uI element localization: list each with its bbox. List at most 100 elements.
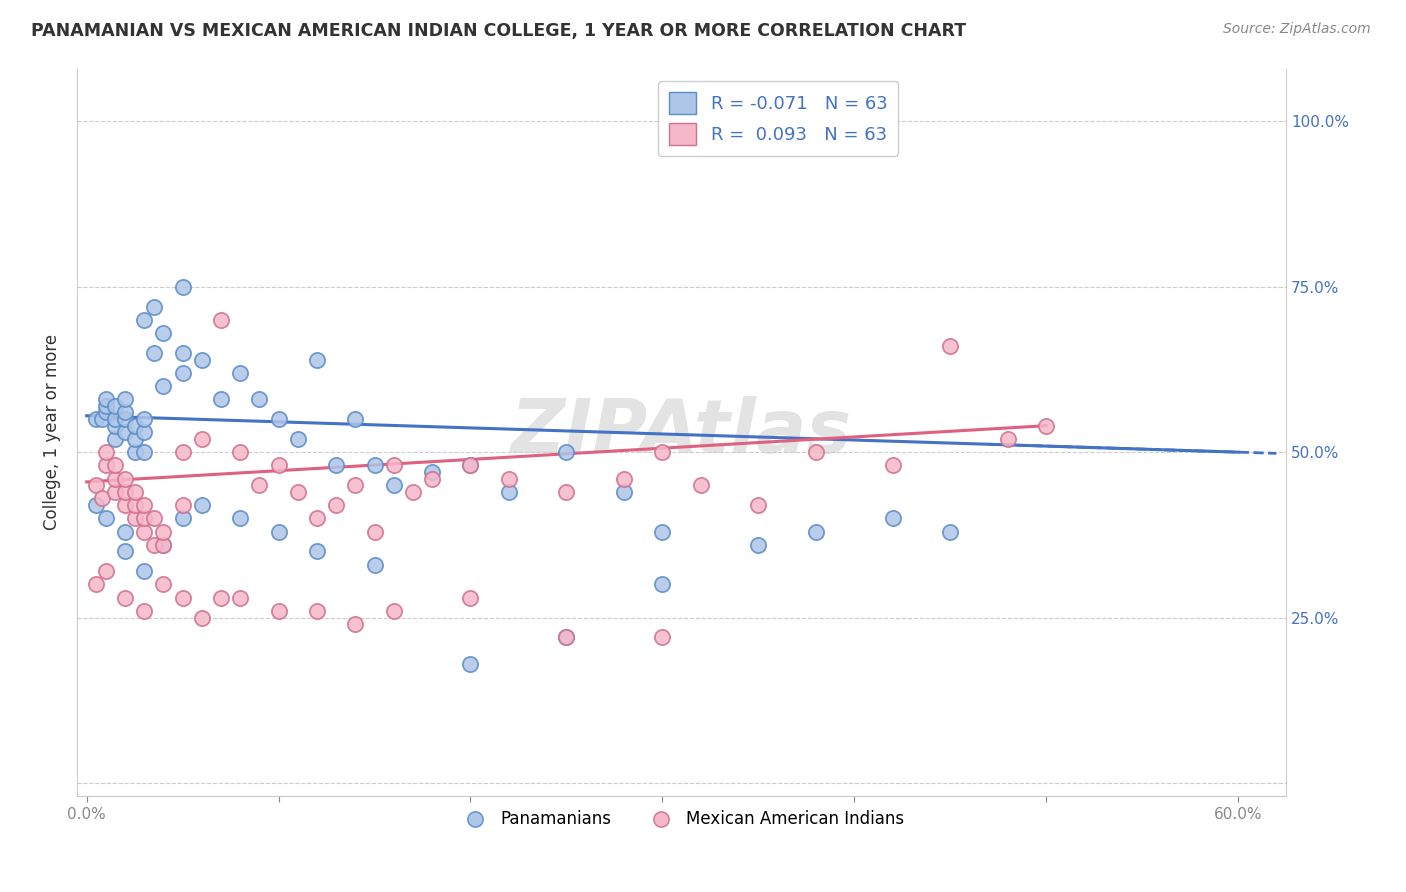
Point bbox=[267, 604, 290, 618]
Point bbox=[363, 524, 385, 539]
Point bbox=[305, 604, 328, 618]
Point bbox=[152, 538, 174, 552]
Point bbox=[305, 544, 328, 558]
Point bbox=[124, 432, 146, 446]
Point bbox=[114, 524, 136, 539]
Point bbox=[134, 511, 156, 525]
Point bbox=[420, 472, 443, 486]
Point bbox=[114, 591, 136, 605]
Point bbox=[104, 484, 127, 499]
Point bbox=[555, 445, 578, 459]
Point bbox=[247, 392, 270, 407]
Point bbox=[134, 524, 156, 539]
Point bbox=[555, 631, 578, 645]
Point bbox=[939, 339, 962, 353]
Point bbox=[114, 412, 136, 426]
Point bbox=[152, 524, 174, 539]
Point bbox=[229, 511, 252, 525]
Point bbox=[287, 484, 309, 499]
Point bbox=[382, 604, 405, 618]
Point bbox=[94, 511, 117, 525]
Point bbox=[344, 412, 367, 426]
Point bbox=[134, 425, 156, 440]
Point bbox=[460, 591, 482, 605]
Point bbox=[229, 445, 252, 459]
Point bbox=[172, 366, 194, 380]
Point bbox=[124, 511, 146, 525]
Point bbox=[142, 538, 165, 552]
Point bbox=[191, 352, 214, 367]
Point bbox=[747, 498, 769, 512]
Point bbox=[172, 346, 194, 360]
Point bbox=[651, 631, 673, 645]
Point bbox=[152, 326, 174, 340]
Point bbox=[94, 564, 117, 578]
Point bbox=[104, 432, 127, 446]
Point bbox=[555, 484, 578, 499]
Point bbox=[382, 478, 405, 492]
Point bbox=[152, 577, 174, 591]
Point bbox=[651, 577, 673, 591]
Point bbox=[94, 392, 117, 407]
Point bbox=[555, 631, 578, 645]
Point bbox=[939, 524, 962, 539]
Point bbox=[152, 379, 174, 393]
Point bbox=[124, 445, 146, 459]
Point bbox=[84, 478, 107, 492]
Point bbox=[114, 484, 136, 499]
Point bbox=[114, 425, 136, 440]
Point bbox=[344, 617, 367, 632]
Point bbox=[134, 564, 156, 578]
Point bbox=[172, 280, 194, 294]
Point bbox=[91, 412, 114, 426]
Point bbox=[498, 484, 520, 499]
Point bbox=[804, 445, 827, 459]
Point bbox=[91, 491, 114, 506]
Point bbox=[305, 511, 328, 525]
Point bbox=[344, 478, 367, 492]
Text: Source: ZipAtlas.com: Source: ZipAtlas.com bbox=[1223, 22, 1371, 37]
Point bbox=[305, 352, 328, 367]
Point bbox=[172, 498, 194, 512]
Point bbox=[460, 458, 482, 473]
Point bbox=[114, 405, 136, 419]
Point bbox=[882, 458, 904, 473]
Point bbox=[209, 313, 232, 327]
Point bbox=[152, 538, 174, 552]
Point bbox=[267, 412, 290, 426]
Point bbox=[104, 412, 127, 426]
Point bbox=[460, 657, 482, 671]
Point bbox=[1035, 418, 1057, 433]
Point bbox=[247, 478, 270, 492]
Point bbox=[104, 458, 127, 473]
Point bbox=[191, 498, 214, 512]
Point bbox=[363, 458, 385, 473]
Point bbox=[287, 432, 309, 446]
Text: ZIPAtlas: ZIPAtlas bbox=[510, 396, 852, 469]
Point bbox=[114, 392, 136, 407]
Legend: Panamanians, Mexican American Indians: Panamanians, Mexican American Indians bbox=[451, 804, 911, 835]
Point bbox=[124, 418, 146, 433]
Point bbox=[124, 498, 146, 512]
Point bbox=[613, 472, 636, 486]
Point bbox=[325, 458, 347, 473]
Text: PANAMANIAN VS MEXICAN AMERICAN INDIAN COLLEGE, 1 YEAR OR MORE CORRELATION CHART: PANAMANIAN VS MEXICAN AMERICAN INDIAN CO… bbox=[31, 22, 966, 40]
Point bbox=[191, 432, 214, 446]
Point bbox=[325, 498, 347, 512]
Point bbox=[402, 484, 425, 499]
Point bbox=[613, 484, 636, 499]
Point bbox=[134, 604, 156, 618]
Point bbox=[882, 511, 904, 525]
Point bbox=[172, 591, 194, 605]
Point bbox=[114, 472, 136, 486]
Point bbox=[94, 445, 117, 459]
Point bbox=[104, 472, 127, 486]
Point bbox=[172, 445, 194, 459]
Point bbox=[460, 458, 482, 473]
Point bbox=[267, 524, 290, 539]
Point bbox=[420, 465, 443, 479]
Point bbox=[142, 346, 165, 360]
Point bbox=[142, 511, 165, 525]
Point bbox=[134, 412, 156, 426]
Point bbox=[651, 524, 673, 539]
